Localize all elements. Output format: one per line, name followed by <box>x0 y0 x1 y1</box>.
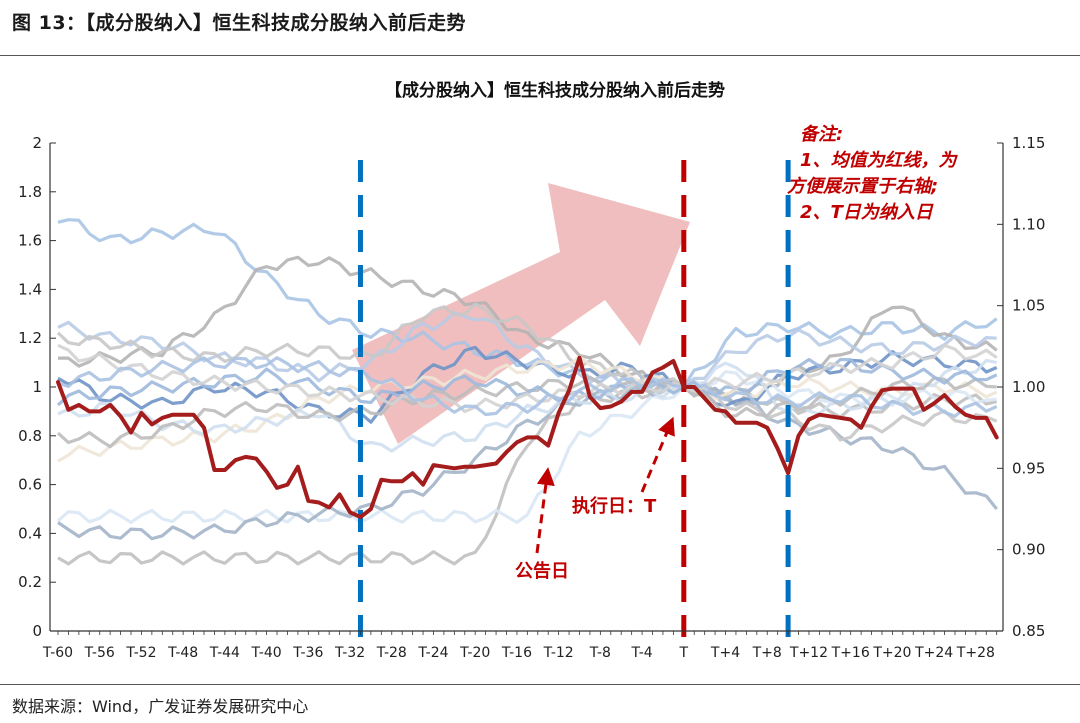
x-tick-label: T+28 <box>956 645 995 661</box>
constituent-series-line <box>58 255 998 407</box>
announcement-day-label: 公告日 <box>515 560 569 582</box>
left-tick-label: 1 <box>32 378 42 396</box>
x-tick-label: T-12 <box>543 645 574 661</box>
trend-arrow-shape <box>352 183 690 444</box>
left-tick-label: 1.2 <box>18 329 42 347</box>
x-tick-label: T-8 <box>589 645 611 661</box>
execution-day-arrow <box>640 416 675 493</box>
figure-title: 图 13：【成分股纳入】恒生科技成分股纳入前后走势 <box>12 12 467 34</box>
source-note: 数据来源：Wind，广发证券发展研究中心 <box>12 697 309 716</box>
constituent-series-line <box>57 356 998 418</box>
bottom-divider <box>0 684 1080 685</box>
left-tick-label: 1.8 <box>18 183 42 201</box>
x-tick-label: T+8 <box>752 645 782 661</box>
x-tick-label: T+4 <box>710 645 740 661</box>
top-divider <box>0 55 1080 56</box>
x-tick-label: T-60 <box>42 645 73 661</box>
x-tick-label: T-20 <box>459 645 490 661</box>
constituent-series-line <box>57 343 998 414</box>
note-line: 备注: <box>800 124 843 145</box>
left-tick-label: 0 <box>32 622 42 640</box>
left-tick-label: 0.6 <box>18 476 42 494</box>
right-tick-label: 0.85 <box>1012 622 1045 640</box>
note-line: 2、T日为纳入日 <box>800 202 934 223</box>
left-tick-label: 1.6 <box>18 232 42 250</box>
x-tick-label: T-52 <box>125 645 156 661</box>
mean-series-line <box>56 355 999 520</box>
right-tick-label: 1.15 <box>1012 134 1045 152</box>
constituent-series-line <box>57 355 998 463</box>
constituent-series-line <box>57 311 997 392</box>
constituent-series-line <box>57 345 998 424</box>
x-tick-label: T-4 <box>630 645 652 661</box>
x-tick-label: T-16 <box>501 645 532 661</box>
x-tick-label: T-44 <box>209 645 240 661</box>
right-tick-label: 1.10 <box>1012 215 1045 233</box>
left-tick-label: 2 <box>32 134 42 152</box>
x-tick-label: T+12 <box>789 645 828 661</box>
x-tick-label: T-32 <box>334 645 365 661</box>
x-tick-label: T+20 <box>872 645 911 661</box>
note-line: 方便展示置于右轴; <box>787 176 938 197</box>
left-tick-label: 0.4 <box>18 524 42 542</box>
x-tick-label: T-24 <box>417 645 448 661</box>
constituent-series-line <box>56 302 998 442</box>
constituent-series-line <box>57 381 998 566</box>
left-tick-label: 0.2 <box>18 573 42 591</box>
x-tick-label: T-56 <box>84 645 115 661</box>
note-line: 1、均值为红线，为 <box>800 150 959 171</box>
x-tick-label: T-28 <box>376 645 407 661</box>
right-tick-label: 0.90 <box>1012 541 1045 559</box>
x-tick-label: T <box>679 645 689 661</box>
constituent-series-line <box>57 218 998 394</box>
x-tick-label: T-36 <box>292 645 323 661</box>
announcement-day-arrow <box>535 467 555 554</box>
constituent-series-line <box>56 370 997 525</box>
chart-title: 【成分股纳入】恒生科技成分股纳入前后走势 <box>385 80 725 101</box>
execution-day-label: 执行日：T <box>572 495 657 517</box>
left-tick-label: 1.4 <box>18 280 42 298</box>
right-tick-label: 1.00 <box>1012 378 1045 396</box>
right-tick-label: 1.05 <box>1012 297 1045 315</box>
x-tick-label: T+16 <box>831 645 870 661</box>
constituent-series-line <box>56 375 997 449</box>
x-tick-label: T-48 <box>167 645 198 661</box>
right-tick-label: 0.95 <box>1012 459 1045 477</box>
left-tick-label: 0.8 <box>18 427 42 445</box>
constituent-series-line <box>57 380 998 541</box>
x-tick-label: T-40 <box>251 645 282 661</box>
trend-arrow <box>352 183 690 444</box>
x-tick-label: T+24 <box>914 645 953 661</box>
